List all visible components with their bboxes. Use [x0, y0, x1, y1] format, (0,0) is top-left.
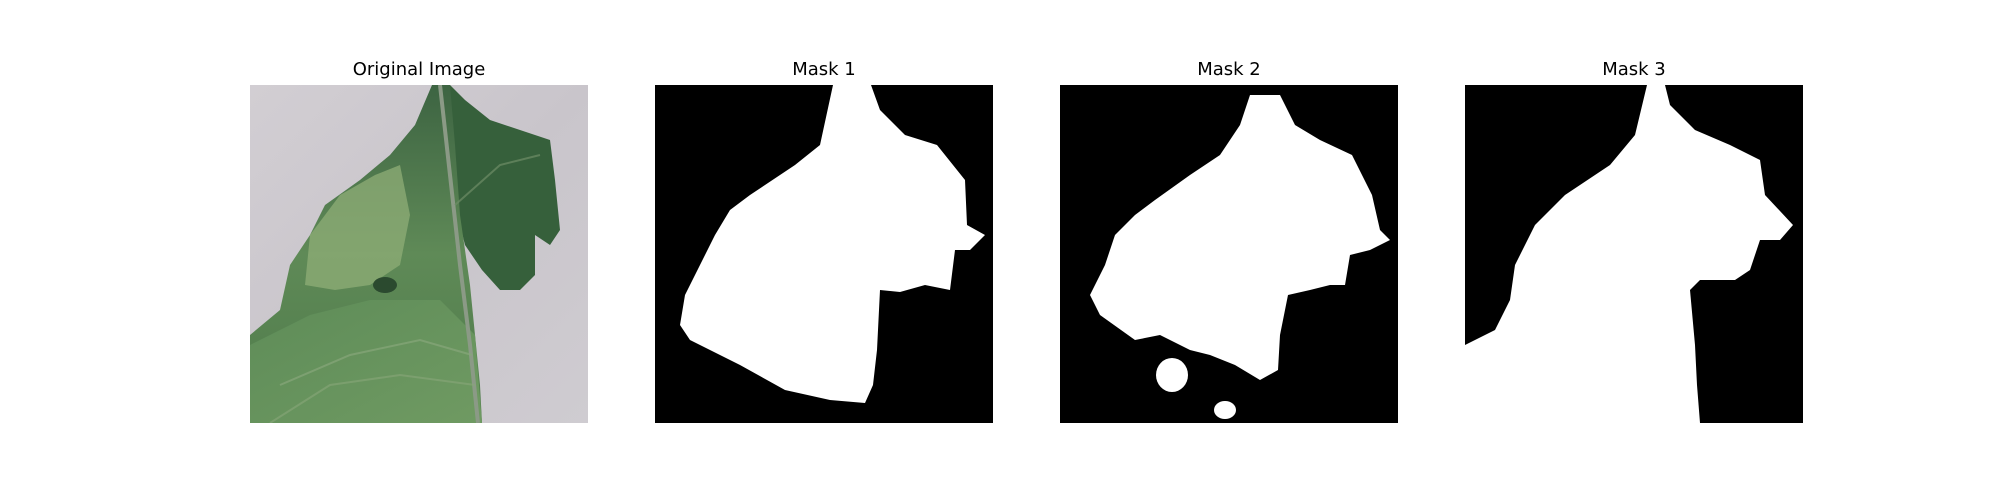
- mask-3-image: [1465, 85, 1803, 423]
- panel-title: Mask 3: [1602, 59, 1666, 80]
- panel-mask-1: Mask 1: [655, 55, 993, 423]
- mask-1-image: [655, 85, 993, 423]
- panel-title: Original Image: [352, 59, 486, 80]
- leaf-photo: [250, 85, 588, 423]
- mask-2-image: [1060, 85, 1398, 423]
- panel-title: Mask 1: [792, 59, 856, 80]
- panel-original-image: Original Image: [250, 55, 588, 423]
- panel-mask-3: Mask 3: [1465, 55, 1803, 423]
- panel-title: Mask 2: [1197, 59, 1261, 80]
- panel-mask-2: Mask 2: [1060, 55, 1398, 423]
